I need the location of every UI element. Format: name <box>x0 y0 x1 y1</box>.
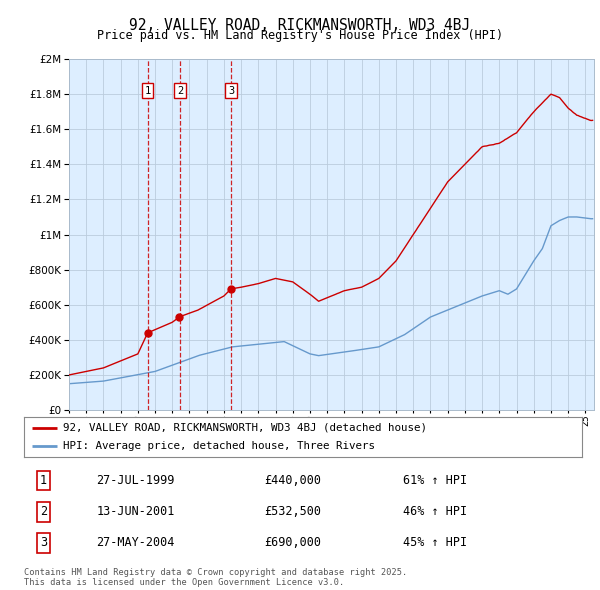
Text: 2: 2 <box>177 86 183 96</box>
Text: 13-JUN-2001: 13-JUN-2001 <box>97 505 175 519</box>
Text: 2: 2 <box>40 505 47 519</box>
Text: Contains HM Land Registry data © Crown copyright and database right 2025.
This d: Contains HM Land Registry data © Crown c… <box>24 568 407 587</box>
Text: 27-MAY-2004: 27-MAY-2004 <box>97 536 175 549</box>
Text: 3: 3 <box>40 536 47 549</box>
Text: £532,500: £532,500 <box>264 505 321 519</box>
Text: HPI: Average price, detached house, Three Rivers: HPI: Average price, detached house, Thre… <box>63 441 375 451</box>
Text: 27-JUL-1999: 27-JUL-1999 <box>97 474 175 487</box>
Text: £690,000: £690,000 <box>264 536 321 549</box>
Text: 46% ↑ HPI: 46% ↑ HPI <box>403 505 467 519</box>
Text: 1: 1 <box>145 86 151 96</box>
Text: £440,000: £440,000 <box>264 474 321 487</box>
Text: 92, VALLEY ROAD, RICKMANSWORTH, WD3 4BJ (detached house): 92, VALLEY ROAD, RICKMANSWORTH, WD3 4BJ … <box>63 423 427 433</box>
Text: 3: 3 <box>228 86 234 96</box>
Text: Price paid vs. HM Land Registry's House Price Index (HPI): Price paid vs. HM Land Registry's House … <box>97 30 503 42</box>
Text: 61% ↑ HPI: 61% ↑ HPI <box>403 474 467 487</box>
Text: 1: 1 <box>40 474 47 487</box>
Text: 92, VALLEY ROAD, RICKMANSWORTH, WD3 4BJ: 92, VALLEY ROAD, RICKMANSWORTH, WD3 4BJ <box>130 18 470 32</box>
Text: 45% ↑ HPI: 45% ↑ HPI <box>403 536 467 549</box>
